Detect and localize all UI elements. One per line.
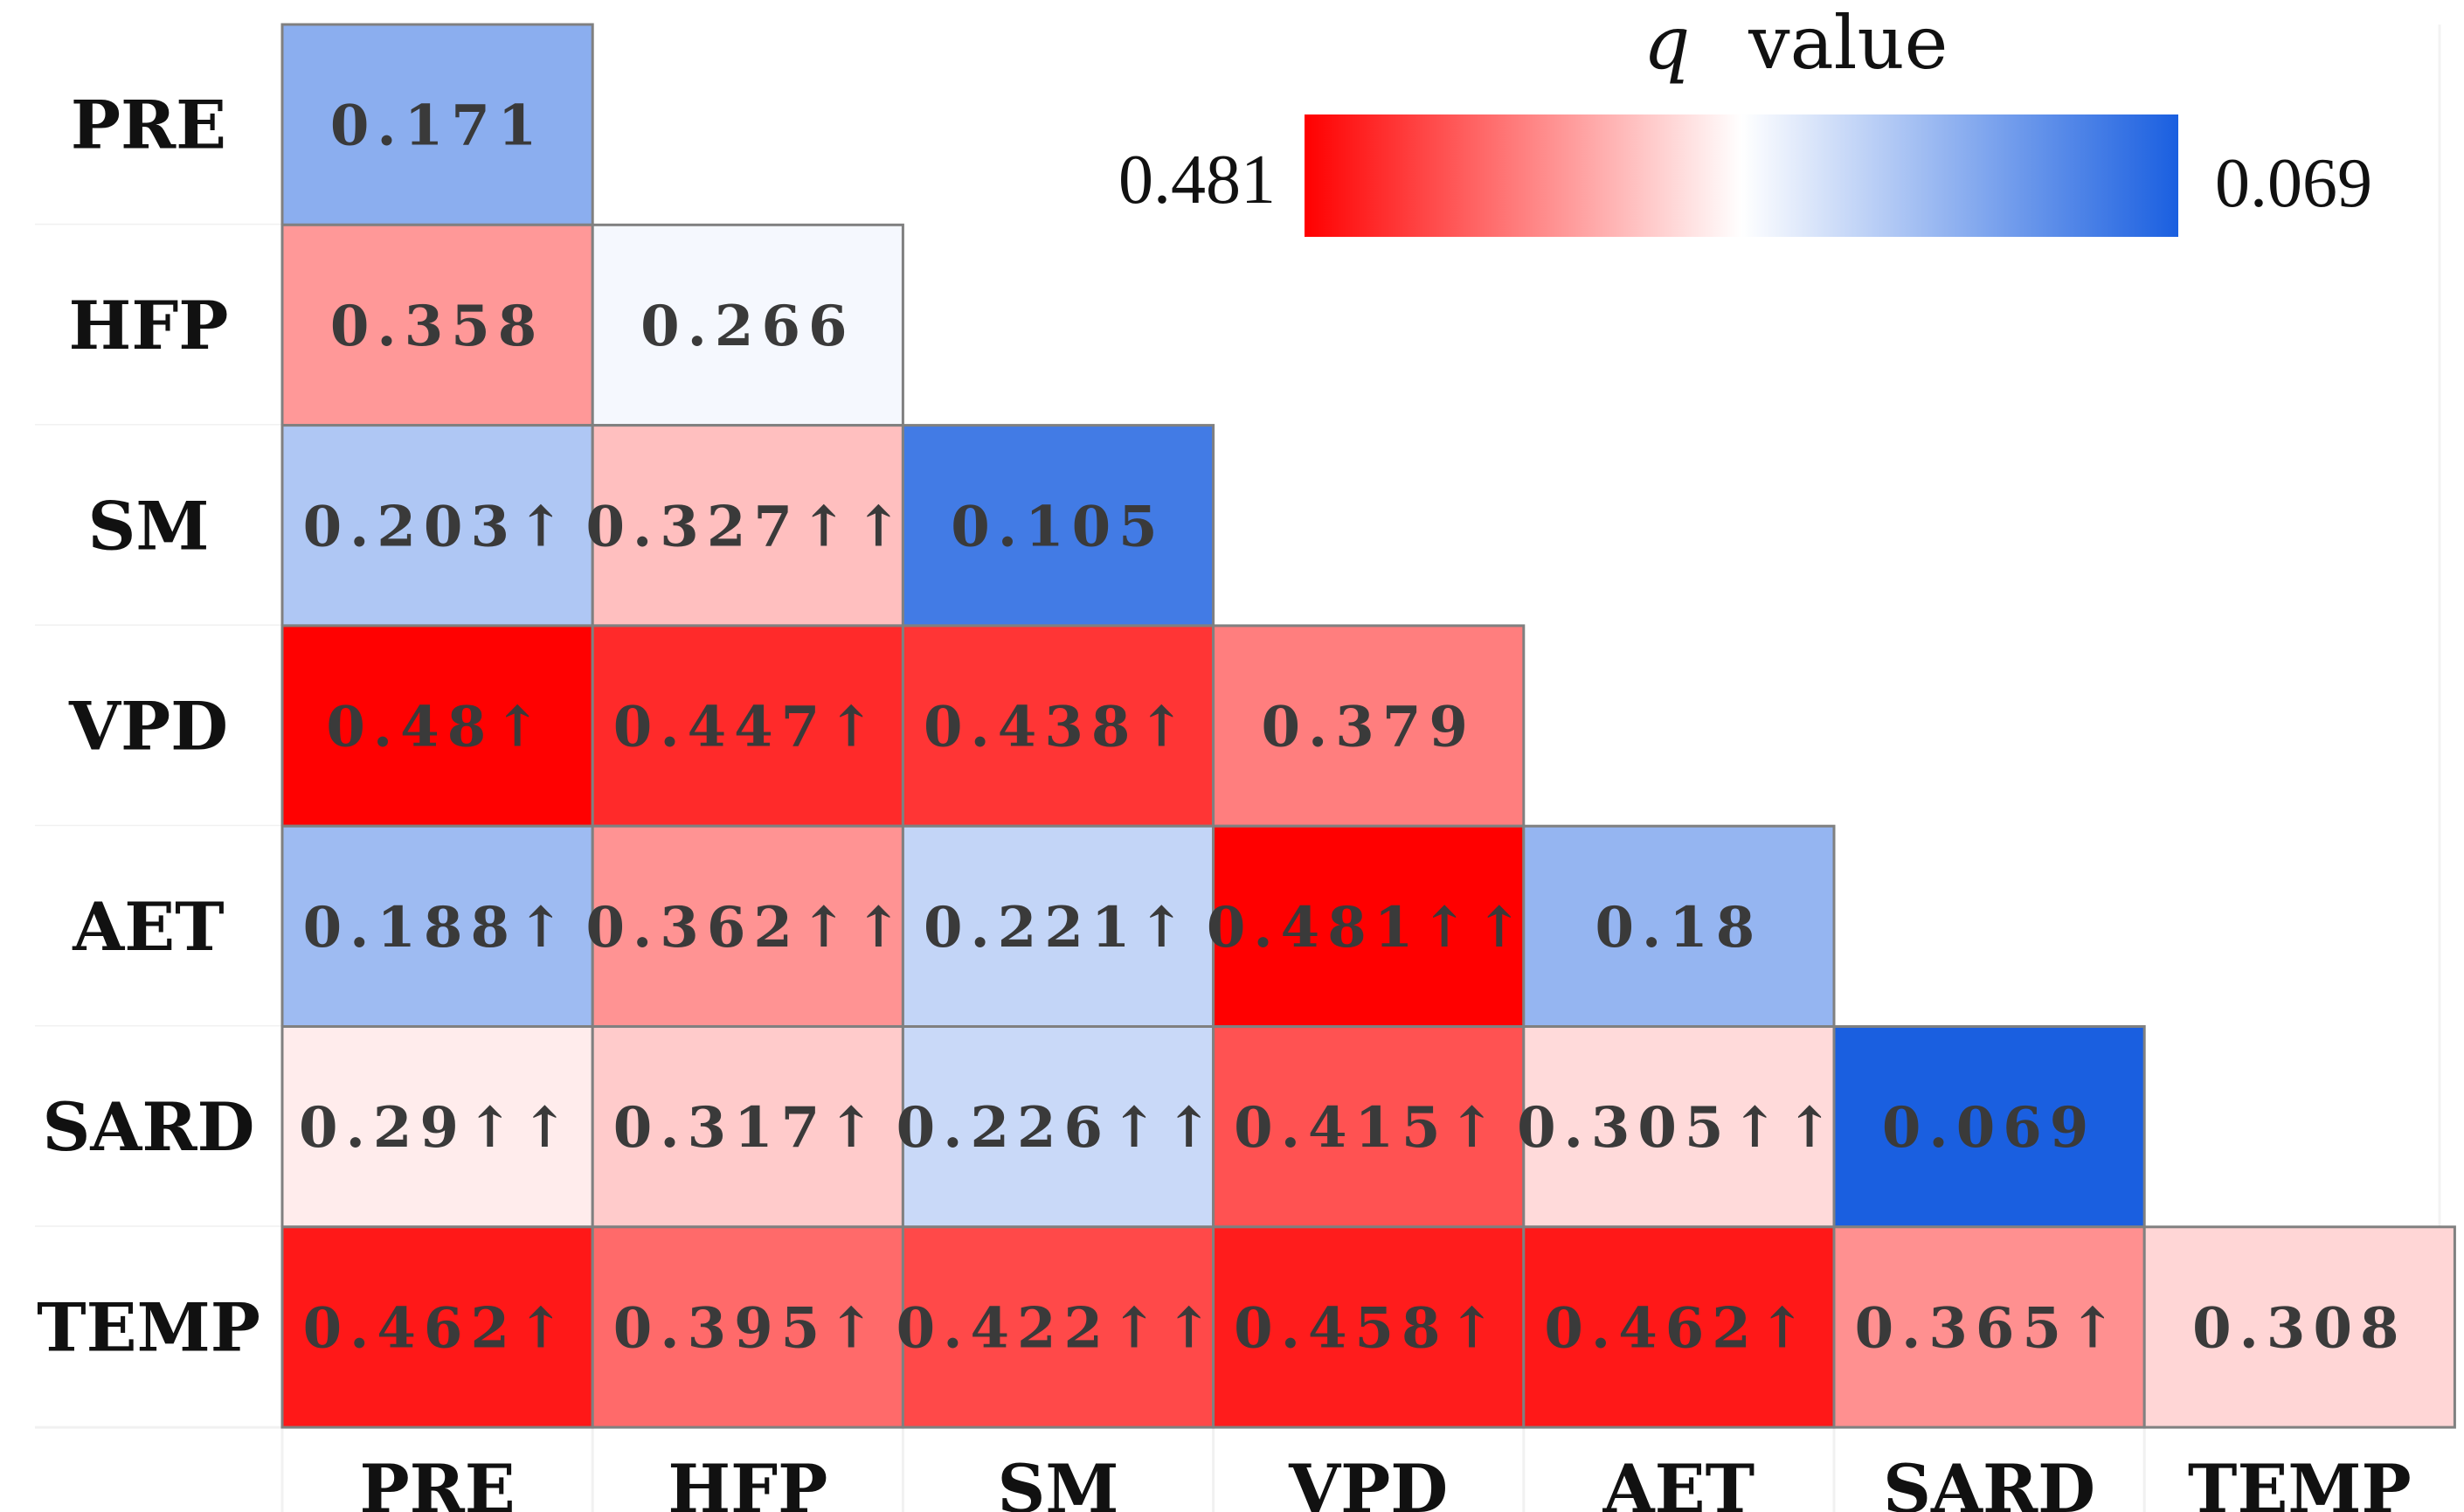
row-label: TEMP: [37, 1288, 260, 1366]
cell-value-label: 0.415↑: [1234, 1095, 1503, 1161]
row-band: [35, 225, 282, 426]
heatmap-cell: [1212, 1225, 1526, 1429]
column-label: HFP: [668, 1450, 827, 1512]
color-legend: q value 0.481 0.069: [1118, 0, 2372, 237]
row-label: SM: [87, 487, 209, 565]
row-band: [35, 24, 282, 225]
column-label: PRE: [359, 1450, 515, 1512]
cell-value-label: 0.221↑: [924, 895, 1193, 961]
cell-value-label: 0.327↑↑: [585, 494, 910, 559]
heatmap-cell: [591, 624, 904, 828]
cell-value-label: 0.203↑: [303, 494, 572, 559]
heatmap-cell: [2142, 1225, 2456, 1429]
cell-value-label: 0.395↑: [613, 1295, 882, 1361]
heatmap-cell: [591, 1025, 904, 1229]
row-band: [35, 625, 282, 827]
cell-value-label: 0.171: [330, 94, 544, 159]
heatmap-cell: [280, 624, 594, 828]
heatmap-cell: [901, 1025, 1215, 1229]
heatmap-cell: [280, 824, 594, 1029]
heatmap-cell: [1832, 1025, 2146, 1229]
heatmap-cell: [1522, 1025, 1836, 1229]
heatmap-cell: [901, 424, 1215, 628]
column-label: TEMP: [2188, 1450, 2412, 1512]
cell-value-label: 0.308: [2192, 1295, 2406, 1361]
cell-value-label: 0.358: [330, 294, 544, 359]
row-label: PRE: [71, 87, 226, 164]
cell-value-label: 0.266: [640, 294, 855, 359]
cell-value-label: 0.188↑: [303, 895, 572, 961]
row-band: [35, 425, 282, 626]
cell-value-label: 0.069: [1882, 1095, 2096, 1161]
cell-value-label: 0.105: [951, 494, 1165, 559]
cell-value-label: 0.481↑↑: [1207, 895, 1531, 961]
cell-value-label: 0.379: [1261, 695, 1475, 760]
cell-value-label: 0.48↑: [326, 695, 549, 760]
column-label: AET: [1602, 1450, 1755, 1512]
cell-value-label: 0.226↑↑: [896, 1095, 1221, 1161]
row-label: SARD: [43, 1088, 255, 1166]
legend-gradient-bar: [1305, 114, 2178, 237]
heatmap-cell: [280, 23, 594, 226]
heatmap-cell: [591, 424, 904, 628]
heatmap-cell: [591, 1225, 904, 1429]
heatmap-cell: [1832, 1225, 2146, 1429]
legend-title-text: value: [1748, 0, 1948, 86]
cell-value-label: 0.422↑↑: [896, 1295, 1221, 1361]
row-band: [35, 1026, 282, 1227]
heatmap-cell: [901, 1225, 1215, 1429]
heatmap-cell: [1212, 624, 1526, 828]
cell-value-label: 0.317↑: [613, 1095, 882, 1161]
cell-value-label: 0.458↑: [1234, 1295, 1503, 1361]
row-band: [35, 826, 282, 1027]
cell-value-label: 0.305↑↑: [1517, 1095, 1841, 1161]
legend-max-label: 0.481: [1118, 142, 1276, 218]
heatmap-cell: [1522, 1225, 1836, 1429]
heatmap-cell: [591, 223, 904, 427]
heatmap-cells: 0.171 0.358 0.266 0.203↑ 0.327↑↑ 0.105 0.48↑ 0.…: [280, 23, 2456, 1429]
cell-value-label: 0.362↑↑: [585, 895, 910, 961]
legend-min-label: 0.069: [2215, 145, 2372, 222]
legend-title-variable: q: [1644, 0, 1691, 86]
column-label: SARD: [1883, 1450, 2095, 1512]
cell-value-label: 0.447↑: [613, 695, 882, 760]
row-bands: [35, 24, 2441, 1429]
cell-value-label: 0.462↑: [303, 1295, 572, 1361]
heatmap-cell: [901, 824, 1215, 1029]
cell-value-label: 0.18: [1595, 895, 1762, 961]
legend-title: q value: [1644, 0, 1948, 86]
cell-value-label: 0.438↑: [924, 695, 1193, 760]
heatmap-cell: [280, 1025, 594, 1229]
heatmap-cell: [280, 223, 594, 427]
row-label: HFP: [69, 287, 229, 364]
column-label: VPD: [1288, 1450, 1448, 1512]
row-label: VPD: [68, 688, 228, 766]
cell-value-label: 0.29↑↑: [299, 1095, 576, 1161]
heatmap-cell: [1522, 824, 1836, 1029]
row-labels: PRE HFP SM VPD AET SARD TEMP: [37, 87, 260, 1367]
column-labels: PRE HFP SM VPD AET SARD TEMP: [280, 1429, 2412, 1512]
heatmap-cell: [1212, 824, 1526, 1029]
column-label: SM: [997, 1450, 1118, 1512]
cell-value-label: 0.365↑: [1855, 1295, 2124, 1361]
row-band: [35, 1226, 282, 1428]
heatmap-cell: [591, 824, 904, 1029]
row-label: AET: [72, 888, 224, 966]
heatmap-cell: [280, 424, 594, 628]
cell-value-label: 0.462↑: [1544, 1295, 1813, 1361]
